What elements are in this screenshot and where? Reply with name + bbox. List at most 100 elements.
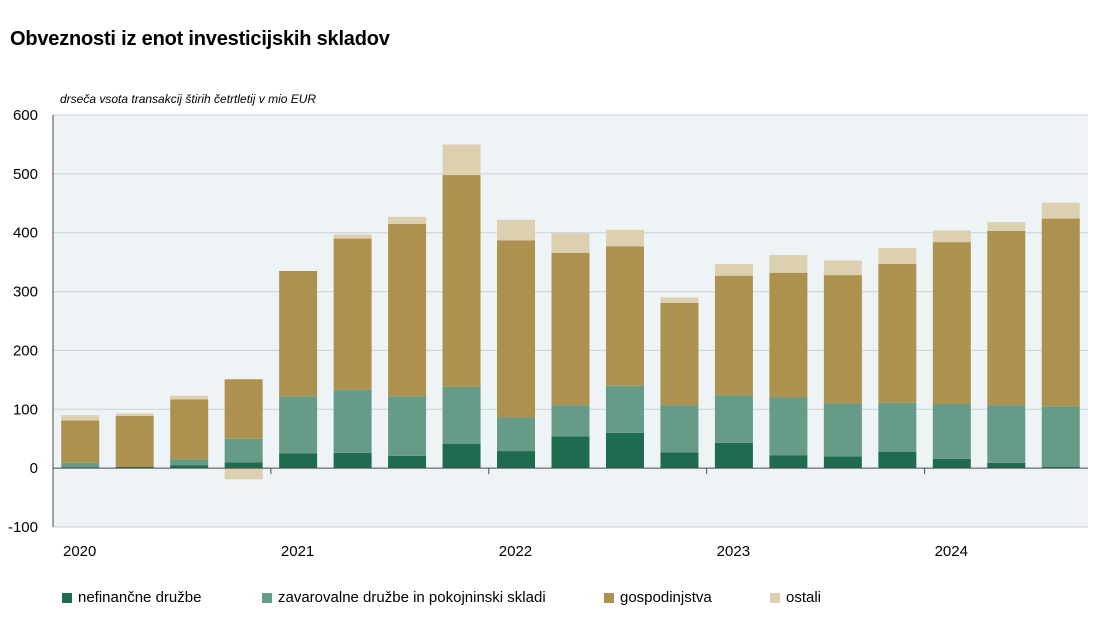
legend-label: gospodinjstva (620, 589, 712, 606)
bar-segment (333, 389, 372, 453)
bar-segment (878, 263, 917, 403)
bar-segment (170, 395, 209, 400)
legend-swatch (62, 592, 72, 603)
legend-label: ostali (786, 589, 822, 606)
legend-item-gospodinjstva: gospodinjstva (604, 589, 712, 606)
bar-segment (170, 399, 209, 460)
y-tick-label: 400 (13, 225, 38, 242)
bar-segment (388, 396, 427, 456)
y-tick-label: 0 (30, 460, 38, 477)
bar-segment (1041, 218, 1080, 407)
bar-segment (1041, 466, 1080, 469)
bars (61, 144, 1080, 480)
bar-segment (442, 144, 481, 176)
bar-segment (388, 455, 427, 469)
legend-label: nefinančne družbe (78, 589, 202, 606)
x-tick-label: 2024 (935, 543, 968, 560)
bar-segment (823, 456, 862, 469)
bar-segment (660, 297, 699, 303)
bar-segment (115, 413, 154, 416)
bar-segment (1041, 406, 1080, 467)
bar-segment (878, 451, 917, 469)
bar-segment (115, 466, 154, 469)
bar-segment (932, 242, 971, 404)
legend-item-nefinancne-druzbe: nefinančne družbe (62, 589, 201, 606)
bar-segment (987, 405, 1026, 463)
bar-segment (987, 230, 1026, 406)
y-tick-label: 100 (13, 401, 38, 418)
bar-segment (551, 436, 590, 469)
bar-segment (932, 230, 971, 243)
bar-segment (714, 395, 753, 443)
bar-segment (932, 403, 971, 459)
bar-segment (333, 238, 372, 390)
bar-segment (769, 455, 808, 469)
bar-segment (551, 405, 590, 437)
bar-segment (442, 444, 481, 469)
chart-subtitle: drseča vsota transakcij štirih četrtleti… (60, 92, 317, 106)
bar-segment (769, 255, 808, 273)
bar-segment (333, 234, 372, 239)
bar-segment (224, 462, 263, 469)
bar-segment (605, 432, 644, 469)
bar-segment (279, 453, 318, 469)
bar-segment (932, 458, 971, 469)
y-tick-label: 500 (13, 166, 38, 183)
bar-segment (279, 270, 318, 397)
bar-segment (442, 175, 481, 387)
x-tick-label: 2020 (63, 543, 96, 560)
bar-segment (497, 417, 536, 452)
bar-segment (714, 275, 753, 396)
bar-segment (660, 302, 699, 406)
stacked-bar-chart: -100 0 100 200 300 400 500 600 2020 2021 2022 2023… (8, 107, 1088, 560)
bar-segment (551, 233, 590, 253)
x-tick-label: 2022 (499, 543, 532, 560)
bar-segment (605, 229, 644, 247)
bar-segment (878, 402, 917, 452)
bar-segment (605, 385, 644, 433)
legend-item-zavarovalne-druzbe: zavarovalne družbe in pokojninski skladi (262, 589, 546, 606)
bar-segment (388, 223, 427, 397)
legend-item-ostali: ostali (770, 589, 821, 606)
bar-segment (497, 451, 536, 469)
bar-segment (714, 263, 753, 276)
x-tick-label: 2023 (717, 543, 750, 560)
axes (52, 115, 1088, 527)
bar-segment (497, 219, 536, 241)
bar-segment (224, 438, 263, 463)
legend-swatch (262, 592, 272, 603)
bar-segment (61, 462, 100, 468)
y-axis-ticks: -100 0 100 200 300 400 500 600 (8, 107, 38, 536)
y-tick-label: 200 (13, 342, 38, 359)
bar-segment (769, 397, 808, 456)
bar-segment (987, 222, 1026, 231)
y-tick-label: -100 (8, 519, 38, 536)
bar-segment (333, 452, 372, 469)
bar-segment (224, 468, 263, 480)
bar-segment (605, 246, 644, 386)
y-tick-label: 600 (13, 107, 38, 124)
bar-segment (823, 260, 862, 276)
bar-segment (823, 403, 862, 457)
bar-segment (823, 275, 862, 404)
bar-segment (61, 415, 100, 421)
chart-title: Obveznosti iz enot investicijskih sklado… (10, 28, 390, 50)
bar-segment (497, 240, 536, 418)
bar-segment (224, 379, 263, 439)
bar-segment (987, 462, 1026, 469)
bar-segment (660, 452, 699, 469)
bar-segment (769, 272, 808, 398)
legend-swatch (604, 592, 614, 603)
bar-segment (660, 405, 699, 453)
bar-segment (442, 386, 481, 445)
bar-segment (878, 248, 917, 264)
bar-segment (388, 216, 427, 224)
bar-segment (279, 396, 318, 454)
legend-swatch (770, 592, 780, 603)
x-axis-ticks: 2020 2021 2022 2023 2024 (52, 468, 968, 560)
bar-segment (551, 252, 590, 406)
legend-label: zavarovalne družbe in pokojninski skladi (278, 589, 546, 606)
bar-segment (170, 465, 209, 469)
bar-segment (714, 442, 753, 469)
bar-segment (115, 415, 154, 467)
